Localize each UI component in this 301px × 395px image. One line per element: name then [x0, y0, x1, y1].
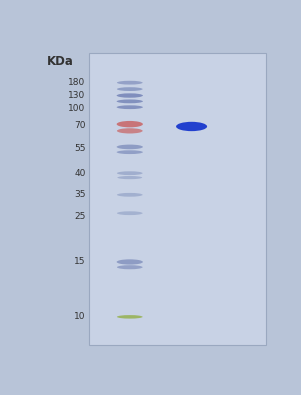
Ellipse shape: [176, 122, 207, 131]
Text: 130: 130: [68, 91, 85, 100]
Ellipse shape: [117, 315, 143, 319]
Text: 40: 40: [74, 169, 85, 178]
Ellipse shape: [117, 145, 143, 149]
Ellipse shape: [117, 87, 143, 91]
Text: 25: 25: [74, 213, 85, 222]
Ellipse shape: [117, 265, 143, 269]
Text: 100: 100: [68, 104, 85, 113]
Text: 180: 180: [68, 78, 85, 87]
Ellipse shape: [117, 105, 143, 109]
Ellipse shape: [117, 100, 143, 103]
Text: 15: 15: [74, 258, 85, 267]
Ellipse shape: [117, 211, 143, 215]
Ellipse shape: [117, 128, 143, 134]
Ellipse shape: [117, 93, 143, 98]
Ellipse shape: [117, 171, 143, 175]
Ellipse shape: [117, 176, 142, 179]
Ellipse shape: [117, 150, 143, 154]
Text: KDa: KDa: [47, 55, 74, 68]
Ellipse shape: [117, 193, 143, 197]
Text: 35: 35: [74, 190, 85, 199]
Ellipse shape: [117, 121, 143, 127]
Text: 55: 55: [74, 144, 85, 153]
Text: 70: 70: [74, 121, 85, 130]
Text: 10: 10: [74, 312, 85, 322]
Ellipse shape: [117, 81, 143, 85]
Ellipse shape: [117, 260, 143, 265]
FancyBboxPatch shape: [89, 53, 266, 346]
